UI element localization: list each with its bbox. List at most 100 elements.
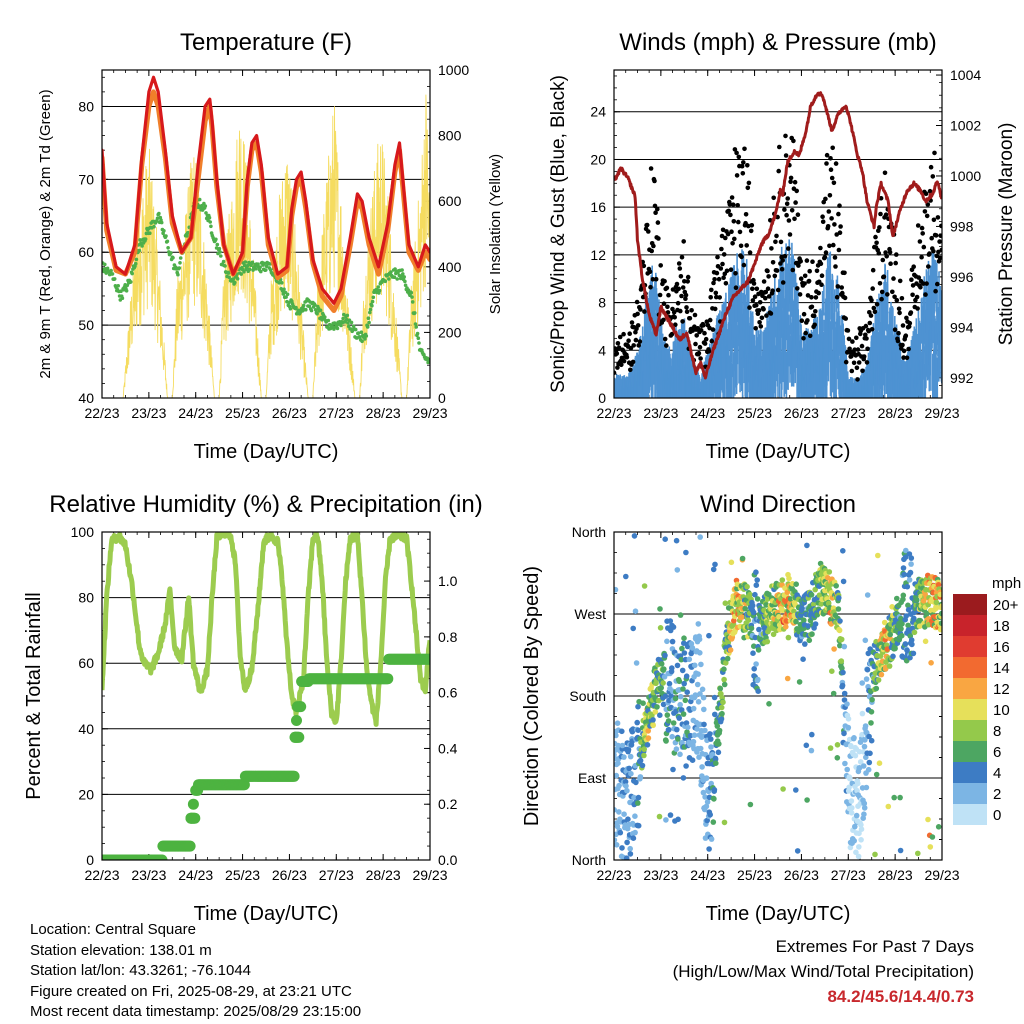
direction-point [858,837,864,843]
direction-point [675,816,681,823]
gust-point [873,234,878,240]
direction-point [694,681,701,688]
gust-point [646,229,651,234]
direction-point [721,666,727,672]
direction-point [658,661,665,667]
gust-point [628,367,633,373]
direction-point [703,803,710,810]
direction-point [664,638,670,645]
gust-point [880,257,886,263]
gust-point [937,239,942,244]
gust-point [678,308,683,314]
gust-point [757,320,762,325]
dewpoint-point [221,259,226,264]
gust-point [831,180,837,186]
gust-point [710,327,716,332]
dewpoint-point [143,237,148,241]
direction-point [691,732,698,738]
humidity-y2tick-label: 1.0 [438,573,458,589]
direction-point [754,596,761,602]
direction-point [676,715,682,721]
gust-point [892,327,898,333]
panel-temperature: Temperature (F) Time (Day/UTC) 2m & 9m T (… [37,29,504,463]
gust-point [866,328,871,334]
direction-point [706,846,712,852]
direction-point [717,685,724,692]
gust-point [714,294,719,300]
gust-point [741,262,747,268]
direction-point [672,695,679,702]
panel-humidity: Relative Humidity (%) & Precipitation (i… [23,491,483,925]
gust-point [838,224,843,229]
gust-point [731,219,737,224]
direction-point [625,746,632,753]
direction-point [708,780,714,787]
gust-point [872,309,878,315]
gust-point [778,239,784,245]
gust-point [671,310,677,315]
humidity-xtick-label: 23/23 [131,867,166,883]
temperature-xtick-label: 29/23 [412,405,447,421]
panel-direction: Wind Direction Time (Day/UTC) Direction (C… [521,491,1021,925]
direction-point [697,650,703,656]
gust-point [742,146,747,152]
direction-point [711,694,718,701]
direction-point [658,685,664,691]
gust-point [697,344,703,350]
gust-point [770,288,775,294]
gust-point [824,152,830,158]
dewpoint-point [383,279,388,284]
gust-point [931,248,936,254]
direction-point [614,586,619,593]
gust-point [795,212,801,217]
dewpoint-point [370,299,375,304]
direction-point [699,686,706,693]
gust-point [741,160,746,165]
gust-point [684,305,689,310]
gust-point [763,295,768,301]
gust-point [846,336,852,342]
direction-point [678,707,685,713]
direction-point [632,813,638,819]
direction-point [709,751,716,758]
dewpoint-point [344,317,349,322]
gust-point [747,250,753,255]
gust-point [738,243,744,249]
gust-point [657,292,663,298]
gust-point [904,355,910,361]
gust-point [683,292,689,298]
direction-point [674,726,680,733]
gust-point [804,258,810,263]
direction-point [641,752,647,759]
dewpoint-point [247,267,252,272]
dewpoint-point [207,215,212,220]
gust-point [935,281,940,287]
gust-point [832,255,838,260]
dewpoint-point [169,251,173,255]
dewpoint-point [402,275,407,279]
gust-point [847,346,852,352]
gust-point [820,214,825,219]
direction-point [718,716,725,722]
direction-point [695,621,702,627]
gust-point [647,269,653,275]
dewpoint-point [367,320,371,325]
gust-point [707,317,713,323]
temperature-y2tick-label: 800 [438,128,462,144]
temperature-ylabel: 2m & 9m T (Red, Orange) & 2m Td (Green) [37,89,54,378]
gust-point [621,331,626,337]
gust-point [924,213,930,219]
direction-point [661,674,668,680]
temperature-ytick-label: 60 [78,244,94,260]
gust-point [695,326,701,331]
direction-point [621,754,627,760]
gust-point [776,168,781,174]
direction-point [861,805,868,811]
direction-title: Wind Direction [700,491,856,518]
gust-point [759,289,764,295]
direction-point [681,635,687,641]
direction-point [752,634,759,641]
gust-point [652,203,658,209]
gust-point [614,351,620,356]
